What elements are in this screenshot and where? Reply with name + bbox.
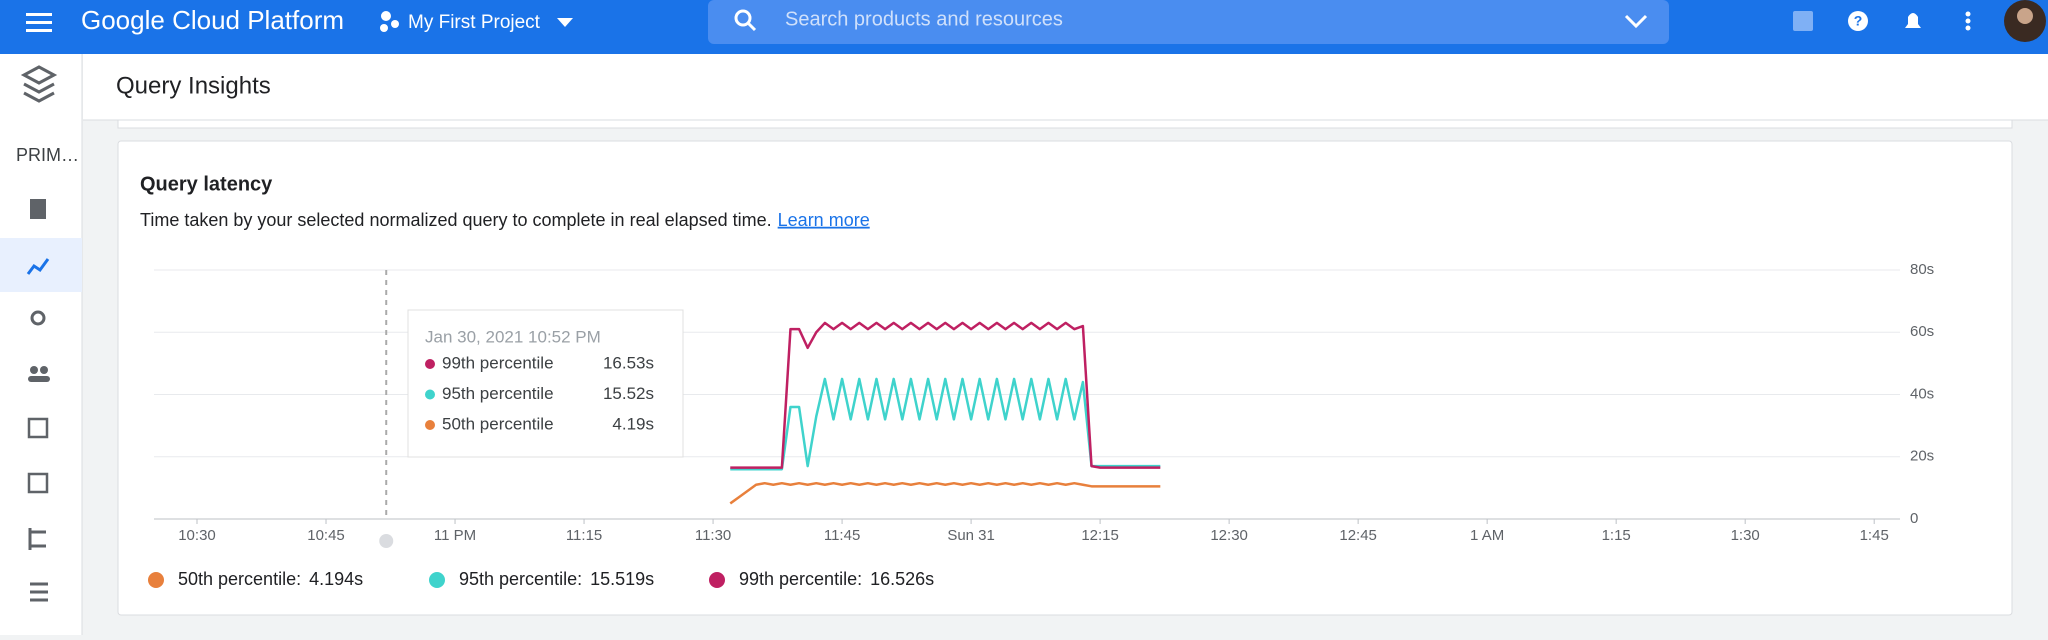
legend-swatch xyxy=(429,572,445,588)
help-button[interactable] xyxy=(1848,11,1868,31)
y-tick-label: 20s xyxy=(1910,448,1934,465)
tooltip-swatch xyxy=(425,359,435,369)
avatar xyxy=(2017,8,2033,24)
nav-item xyxy=(26,258,50,275)
sidebar-section: PRIM… xyxy=(16,145,79,165)
project-picker[interactable]: My First Project xyxy=(380,11,573,33)
nav-item[interactable] xyxy=(27,472,49,494)
legend-swatch xyxy=(148,572,164,588)
tooltip xyxy=(407,309,684,458)
more-button[interactable] xyxy=(1965,11,1971,31)
legend-label: 99th percentile: xyxy=(739,569,862,589)
nav-item[interactable] xyxy=(30,310,46,326)
learn-more-link[interactable]: Learn more xyxy=(778,210,870,230)
title-bar xyxy=(83,54,2048,120)
x-tick-label: 11 PM xyxy=(434,527,476,544)
x-tick-label: Sun 31 xyxy=(947,527,995,544)
series-line xyxy=(729,481,1161,505)
legend-value: 4.194s xyxy=(309,569,363,589)
card-title: Query latency xyxy=(140,173,273,195)
nav-item[interactable] xyxy=(27,417,49,439)
page-title: Query Insights xyxy=(116,72,271,99)
tooltip-value: 4.19s xyxy=(612,414,654,433)
product-logo xyxy=(20,65,58,103)
x-tick-label: 1:15 xyxy=(1602,527,1631,544)
x-tick-label: 12:30 xyxy=(1210,527,1248,544)
help-icon: ? xyxy=(1854,13,1863,29)
card-description: Time taken by your selected normalized q… xyxy=(140,210,772,230)
x-tick-label: 10:45 xyxy=(307,527,345,544)
search-icon xyxy=(746,21,757,32)
search-placeholder: Search products and resources xyxy=(785,8,1063,30)
series-line xyxy=(730,321,1161,469)
y-tick-label: 0 xyxy=(1910,510,1918,527)
nav-item[interactable] xyxy=(28,528,46,550)
x-tick-label: 1:45 xyxy=(1860,527,1889,544)
nav-item[interactable] xyxy=(30,582,48,602)
search-icon xyxy=(734,9,752,27)
sidebar xyxy=(0,54,82,635)
cloud-shell-button[interactable] xyxy=(1793,11,1813,31)
legend-label: 50th percentile: xyxy=(178,569,301,589)
x-tick-label: 1:30 xyxy=(1731,527,1760,544)
tooltip-series: 50th percentile xyxy=(442,414,554,433)
x-tick-label: 11:45 xyxy=(824,527,860,544)
x-tick-label: 11:15 xyxy=(566,527,602,544)
nav-item[interactable] xyxy=(28,366,50,382)
hover-handle xyxy=(379,534,394,548)
x-tick-label: 12:45 xyxy=(1339,527,1377,544)
x-tick-label: 1 AM xyxy=(1470,527,1504,544)
legend-label: 95th percentile: xyxy=(459,569,582,589)
y-tick-label: 80s xyxy=(1910,261,1934,278)
nav-item[interactable] xyxy=(30,199,46,219)
notifications-button[interactable] xyxy=(1905,13,1921,28)
legend-value: 15.519s xyxy=(590,569,654,589)
tooltip-value: 16.53s xyxy=(603,353,654,372)
search-expand[interactable] xyxy=(1624,14,1648,29)
tooltip-swatch xyxy=(425,389,435,400)
project-name: My First Project xyxy=(408,12,541,33)
y-tick-label: 60s xyxy=(1910,323,1934,340)
x-tick-label: 11:30 xyxy=(695,527,731,544)
tooltip-series: 99th percentile xyxy=(442,353,554,372)
tooltip-swatch xyxy=(425,420,435,430)
product-name: Google Cloud Platform xyxy=(81,5,344,35)
nav-item-selected[interactable] xyxy=(0,238,82,292)
legend-swatch xyxy=(709,572,725,588)
search-box[interactable] xyxy=(708,0,1669,44)
x-tick-label: 10:30 xyxy=(178,527,216,544)
y-tick-label: 40s xyxy=(1910,385,1934,402)
tooltip-value: 15.52s xyxy=(603,384,654,403)
previous-card xyxy=(117,119,2013,129)
tooltip-title: Jan 30, 2021 10:52 PM xyxy=(425,327,601,346)
menu-button[interactable] xyxy=(26,13,52,32)
tooltip-series: 95th percentile xyxy=(442,384,554,403)
legend-value: 16.526s xyxy=(870,569,934,589)
x-tick-label: 12:15 xyxy=(1081,527,1119,544)
